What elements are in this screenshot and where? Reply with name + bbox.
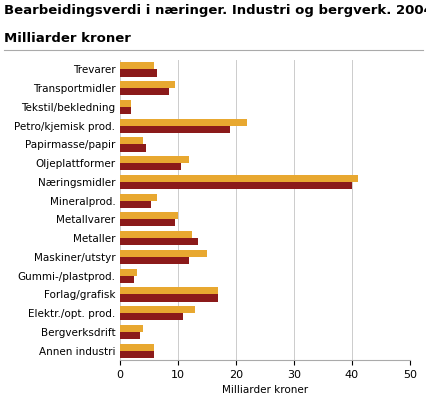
Bar bbox=[119, 351, 154, 358]
Bar bbox=[119, 107, 131, 114]
Bar bbox=[119, 126, 229, 133]
Bar bbox=[119, 219, 174, 226]
Bar bbox=[119, 332, 140, 339]
Bar bbox=[119, 344, 154, 351]
Bar bbox=[119, 238, 198, 245]
Bar bbox=[119, 212, 177, 219]
X-axis label: Milliarder kroner: Milliarder kroner bbox=[221, 385, 307, 395]
Bar bbox=[119, 294, 218, 302]
Bar bbox=[119, 81, 174, 88]
Bar bbox=[119, 175, 357, 182]
Bar bbox=[119, 144, 145, 152]
Bar bbox=[119, 257, 189, 264]
Bar bbox=[119, 88, 169, 95]
Bar bbox=[119, 137, 142, 144]
Bar bbox=[119, 182, 351, 189]
Bar bbox=[119, 163, 180, 170]
Bar bbox=[119, 250, 206, 257]
Bar bbox=[119, 268, 137, 276]
Bar bbox=[119, 69, 157, 76]
Bar bbox=[119, 118, 247, 126]
Bar bbox=[119, 62, 154, 69]
Text: Milliarder kroner: Milliarder kroner bbox=[4, 32, 131, 45]
Bar bbox=[119, 194, 157, 201]
Bar bbox=[119, 325, 142, 332]
Bar bbox=[119, 100, 131, 107]
Text: Bearbeidingsverdi i næringer. Industri og bergverk. 2004-2005.: Bearbeidingsverdi i næringer. Industri o… bbox=[4, 4, 426, 17]
Bar bbox=[119, 313, 183, 320]
Bar bbox=[119, 287, 218, 294]
Bar bbox=[119, 231, 192, 238]
Bar bbox=[119, 306, 195, 313]
Bar bbox=[119, 156, 189, 163]
Bar bbox=[119, 276, 134, 283]
Bar bbox=[119, 201, 151, 208]
